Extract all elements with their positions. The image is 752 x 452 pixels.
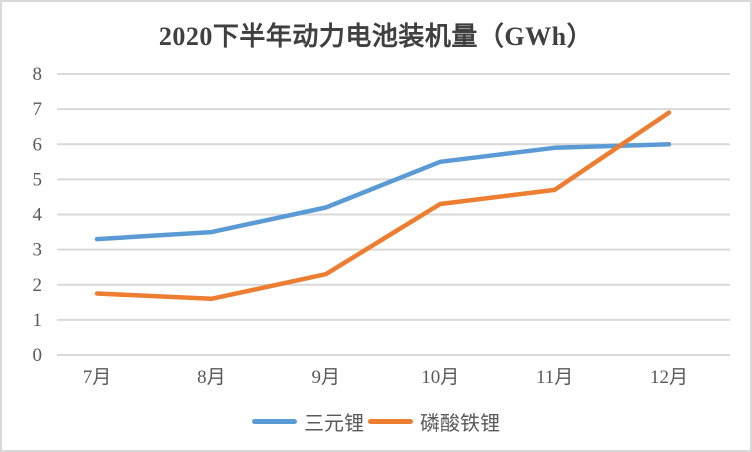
y-tick-label: 7 <box>33 99 43 120</box>
y-tick-label: 3 <box>33 240 43 261</box>
x-tick-label: 9月 <box>312 367 341 388</box>
legend-label: 三元锂 <box>304 413 364 435</box>
chart-title: 2020下半年动力电池装机量（GWh） <box>158 22 594 51</box>
y-tick-label: 4 <box>33 205 43 226</box>
y-tick-label: 1 <box>33 310 43 331</box>
x-tick-label: 12月 <box>650 367 688 388</box>
legend-item-1: 磷酸铁锂 <box>368 407 500 436</box>
x-tick-label: 11月 <box>536 367 573 388</box>
legend-swatch-icon <box>368 419 413 424</box>
y-tick-label: 0 <box>33 345 43 366</box>
legend-swatch-icon <box>252 419 297 424</box>
y-tick-label: 8 <box>33 64 43 85</box>
y-tick-label: 5 <box>33 169 43 190</box>
legend-label: 磷酸铁锂 <box>420 413 500 435</box>
chart-legend: 三元锂 磷酸铁锂 <box>2 407 750 436</box>
series-line-1 <box>94 110 672 302</box>
y-tick-label: 2 <box>33 275 43 296</box>
x-tick-label: 10月 <box>421 367 459 388</box>
series-line-0 <box>94 142 672 242</box>
x-tick-label: 8月 <box>197 367 226 388</box>
legend-item-0: 三元锂 <box>252 407 364 436</box>
y-tick-label: 6 <box>33 134 43 155</box>
x-tick-label: 7月 <box>83 367 112 388</box>
